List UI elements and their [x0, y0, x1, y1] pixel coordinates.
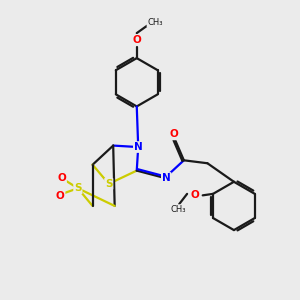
Text: N: N — [134, 142, 142, 152]
Text: O: O — [190, 190, 199, 200]
Text: O: O — [56, 190, 64, 201]
Text: CH₃: CH₃ — [147, 18, 163, 27]
Text: S: S — [105, 179, 112, 189]
Text: CH₃: CH₃ — [170, 205, 186, 214]
Text: O: O — [169, 129, 178, 140]
Text: N: N — [162, 173, 171, 183]
Text: S: S — [74, 183, 82, 193]
Text: O: O — [132, 35, 141, 45]
Text: O: O — [57, 173, 66, 183]
